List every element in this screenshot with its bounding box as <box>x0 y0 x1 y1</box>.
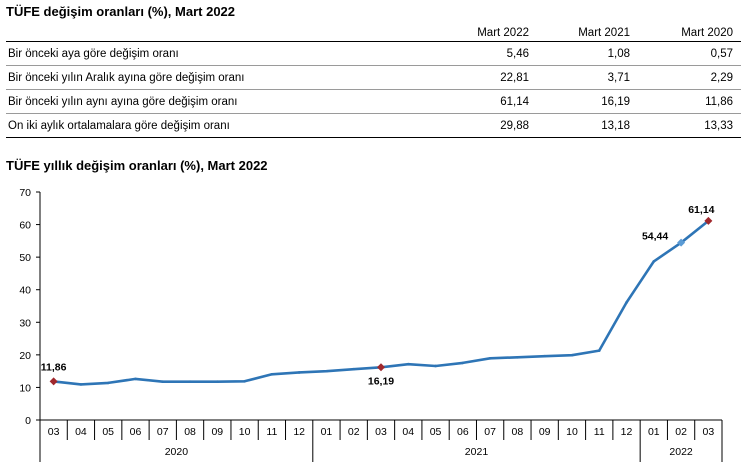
data-point <box>216 380 219 384</box>
data-point <box>652 260 656 263</box>
x-tick-label: 10 <box>239 426 251 438</box>
rates-table: Mart 2022 Mart 2021 Mart 2020 Bir önceki… <box>6 23 741 138</box>
cell-mart-2020: 13,33 <box>638 113 741 138</box>
data-point <box>106 381 110 385</box>
x-tick-label: 05 <box>430 426 442 438</box>
x-tick-label: 08 <box>184 426 196 438</box>
data-point <box>461 361 465 365</box>
x-tick-label: 10 <box>566 426 578 438</box>
table-header-row: Mart 2022 Mart 2021 Mart 2020 <box>6 23 741 42</box>
row-label: Bir önceki aya göre değişim oranı <box>6 41 441 66</box>
x-tick-label: 02 <box>348 426 360 438</box>
data-label: 61,14 <box>688 204 714 216</box>
x-tick-label: 04 <box>402 426 414 438</box>
data-point <box>161 380 165 383</box>
data-point <box>488 356 492 360</box>
x-tick-label: 06 <box>130 426 142 438</box>
cell-mart-2021: 3,71 <box>537 65 638 90</box>
series-line <box>53 219 710 386</box>
column-header-mart-2020: Mart 2020 <box>638 23 741 42</box>
cell-mart-2020: 0,57 <box>638 41 741 66</box>
table-row: Bir önceki aya göre değişim oranı 5,46 1… <box>6 41 741 66</box>
cell-mart-2022: 22,81 <box>441 65 537 90</box>
column-header-mart-2022: Mart 2022 <box>441 23 537 42</box>
table-row: Bir önceki yılın Aralık ayına göre değiş… <box>6 65 741 90</box>
row-label: Bir önceki yılın Aralık ayına göre değiş… <box>6 65 441 90</box>
x-tick-label: 02 <box>675 426 687 438</box>
row-label: On iki aylık ortalamalara göre değişim o… <box>6 113 441 138</box>
data-point <box>406 362 410 366</box>
year-label: 2020 <box>165 446 189 458</box>
y-tick-label: 40 <box>19 285 31 297</box>
data-point <box>625 301 628 304</box>
chart-title: TÜFE yıllık değişim oranları (%), Mart 2… <box>6 158 268 173</box>
data-point <box>597 349 601 352</box>
data-point <box>352 367 356 371</box>
data-point <box>79 383 83 386</box>
cell-mart-2022: 29,88 <box>441 113 537 138</box>
x-tick-label: 12 <box>621 426 633 438</box>
data-point <box>516 356 519 359</box>
data-label: 54,44 <box>642 231 668 243</box>
cell-mart-2022: 61,14 <box>441 89 537 114</box>
year-label: 2021 <box>465 446 489 458</box>
data-point <box>434 364 437 368</box>
data-point <box>134 377 137 381</box>
cell-mart-2020: 2,29 <box>638 65 741 90</box>
row-header-cell <box>6 23 441 42</box>
table-row: On iki aylık ortalamalara göre değişim o… <box>6 113 741 138</box>
y-tick-label: 70 <box>19 187 31 199</box>
y-tick-label: 10 <box>19 382 31 394</box>
data-label: 11,86 <box>41 361 67 373</box>
cell-mart-2022: 5,46 <box>441 41 537 66</box>
table-row: Bir önceki yılın aynı ayına göre değişim… <box>6 89 741 114</box>
x-tick-label: 01 <box>648 426 660 438</box>
point-marker <box>677 238 686 247</box>
x-tick-label: 01 <box>321 426 333 438</box>
data-point <box>297 371 301 374</box>
row-label: Bir önceki yılın aynı ayına göre değişim… <box>6 89 441 114</box>
x-tick-label: 03 <box>48 426 60 438</box>
point-marker <box>704 216 713 225</box>
x-tick-label: 05 <box>102 426 114 438</box>
y-tick-label: 0 <box>25 415 31 427</box>
point-marker <box>49 377 58 386</box>
x-tick-label: 12 <box>293 426 305 438</box>
table-title: TÜFE değişim oranları (%), Mart 2022 <box>6 4 236 19</box>
data-label: 16,19 <box>368 375 394 387</box>
y-tick-label: 20 <box>19 350 31 362</box>
x-tick-label: 09 <box>211 426 223 438</box>
data-point <box>543 354 546 358</box>
x-tick-label: 04 <box>75 426 87 438</box>
cell-mart-2021: 13,18 <box>537 113 638 138</box>
x-tick-label: 03 <box>703 426 715 438</box>
data-point <box>570 353 574 357</box>
x-tick-label: 11 <box>594 426 605 438</box>
cell-mart-2021: 16,19 <box>537 89 638 114</box>
x-tick-label: 11 <box>266 426 277 438</box>
x-tick-label: 07 <box>484 426 496 438</box>
y-tick-label: 60 <box>19 220 31 232</box>
x-tick-label: 07 <box>157 426 169 438</box>
x-tick-label: 08 <box>512 426 524 438</box>
point-marker <box>377 363 385 372</box>
data-point <box>188 380 192 383</box>
data-point <box>243 379 246 383</box>
cell-mart-2021: 1,08 <box>537 41 638 66</box>
year-label: 2022 <box>669 446 693 458</box>
x-tick-label: 06 <box>457 426 469 438</box>
data-point <box>270 373 274 376</box>
y-tick-label: 30 <box>19 317 31 329</box>
y-tick-label: 50 <box>19 252 31 264</box>
x-tick-label: 03 <box>375 426 387 438</box>
x-tick-label: 09 <box>539 426 551 438</box>
column-header-mart-2021: Mart 2021 <box>537 23 638 42</box>
data-point <box>325 369 328 373</box>
cell-mart-2020: 11,86 <box>638 89 741 114</box>
